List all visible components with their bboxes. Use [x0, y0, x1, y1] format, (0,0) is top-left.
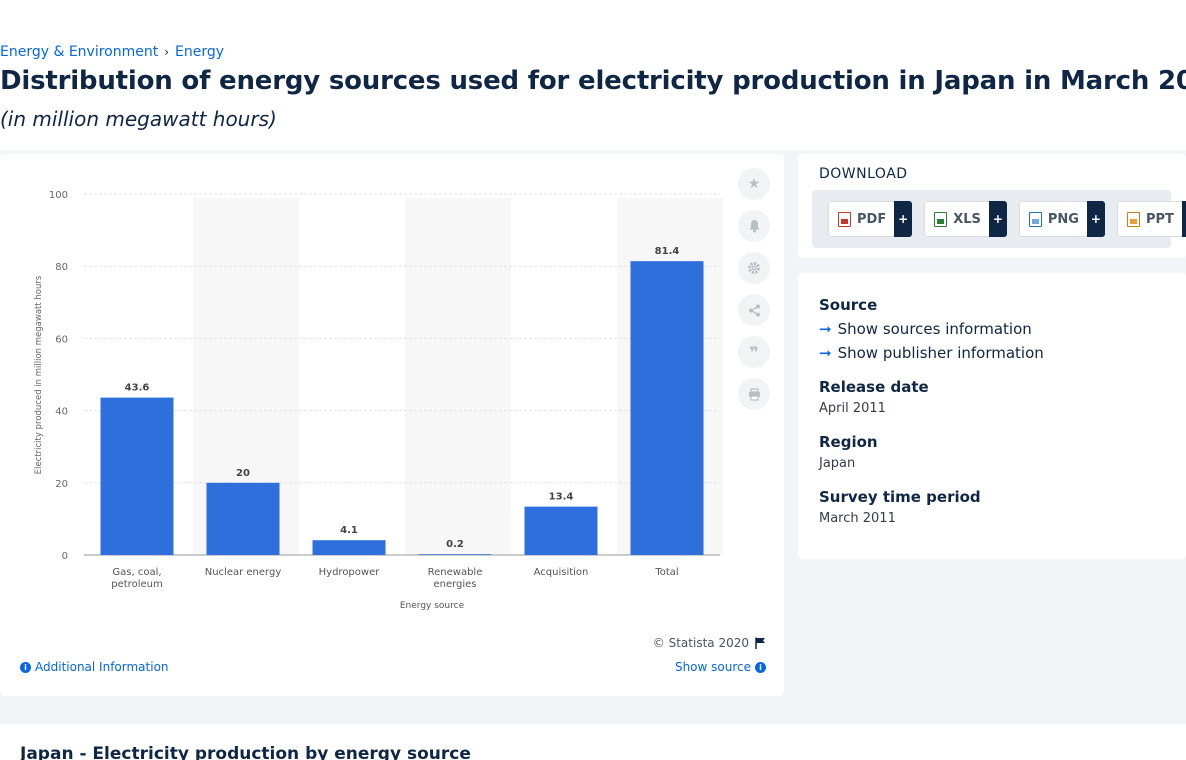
breadcrumb: Energy & Environment › Energy	[0, 44, 224, 60]
png-file-icon	[1028, 211, 1042, 227]
gear-icon[interactable]	[738, 252, 770, 284]
related-statistic-title[interactable]: Japan - Electricity production by energy…	[20, 744, 471, 760]
y-axis-title: Electricity produced in million megawatt…	[34, 275, 44, 474]
x-tick-label: energies	[433, 579, 476, 590]
download-ppt-label: PPT	[1145, 211, 1174, 227]
x-tick-label: Hydropower	[319, 567, 381, 578]
show-publisher-link[interactable]: ➞ Show publisher information	[819, 344, 1044, 362]
chart-tools: ★ ❞	[738, 168, 772, 420]
additional-information-label: Additional Information	[35, 660, 169, 674]
x-tick-label: Acquisition	[534, 567, 589, 578]
related-statistic-card: Japan - Electricity production by energy…	[0, 724, 1186, 760]
source-card: Source ➞ Show sources information ➞ Show…	[798, 273, 1186, 559]
quote-icon[interactable]: ❞	[738, 336, 770, 368]
flag-icon[interactable]	[755, 637, 766, 649]
survey-period-heading: Survey time period	[819, 488, 981, 506]
bar	[100, 397, 174, 555]
page-header	[0, 40, 1186, 150]
y-tick-label: 100	[49, 190, 68, 201]
x-tick-label: Gas, coal,	[112, 567, 161, 578]
show-source-link[interactable]: Show source i	[675, 660, 766, 674]
download-xls-label: XLS	[953, 211, 981, 227]
page-subtitle: (in million megawatt hours)	[0, 107, 277, 131]
y-tick-label: 0	[62, 551, 68, 562]
info-icon: i	[20, 661, 31, 673]
y-tick-label: 40	[55, 407, 68, 418]
bar-chart: 0 20 40 60 80 100 43.6 Gas, coal,petroleum 20 Nuc…	[34, 190, 723, 611]
star-icon[interactable]: ★	[738, 168, 770, 200]
x-tick-label: Renewable	[428, 567, 483, 578]
top-bar	[0, 0, 1186, 40]
category-band	[405, 198, 511, 555]
release-date-heading: Release date	[819, 378, 929, 396]
plus-icon: +	[988, 201, 1007, 237]
breadcrumb-separator-icon: ›	[164, 45, 170, 59]
download-png-label: PNG	[1047, 211, 1079, 227]
download-ppt-button[interactable]: PPT +	[1116, 201, 1186, 237]
bar	[206, 482, 280, 555]
release-date-value: April 2011	[819, 401, 886, 416]
breadcrumb-energy-environment[interactable]: Energy & Environment	[0, 44, 159, 60]
xls-file-icon	[934, 211, 948, 227]
data-label: 43.6	[125, 383, 150, 394]
source-heading: Source	[819, 296, 878, 314]
plus-icon: +	[894, 201, 913, 237]
plus-icon: +	[1086, 201, 1105, 237]
breadcrumb-energy[interactable]: Energy	[175, 44, 225, 60]
pdf-file-icon	[838, 211, 851, 227]
y-tick-label: 80	[55, 262, 68, 273]
arrow-right-icon: ➞	[819, 320, 832, 338]
chart-card: 0 20 40 60 80 100 43.6 Gas, coal, petroleum 20 Nuc…	[0, 154, 784, 696]
download-pdf-label: PDF	[857, 211, 887, 227]
page-title: Distribution of energy sources used for …	[0, 66, 1186, 96]
data-label: 0.2	[446, 539, 464, 550]
download-png-button[interactable]: PNG +	[1018, 201, 1105, 237]
y-tick-label: 60	[55, 334, 68, 345]
copyright-text: © Statista 2020	[652, 636, 749, 650]
y-tick-label: 20	[55, 479, 68, 490]
data-label: 4.1	[340, 525, 358, 536]
bar	[630, 261, 704, 555]
print-icon[interactable]	[738, 378, 770, 410]
chart-copyright: © Statista 2020	[653, 636, 766, 650]
x-tick-label: petroleum	[111, 579, 162, 590]
show-sources-link[interactable]: ➞ Show sources information	[819, 320, 1032, 338]
info-icon: i	[755, 661, 766, 673]
download-xls-button[interactable]: XLS +	[924, 201, 1007, 237]
bar	[312, 540, 386, 555]
plus-icon: +	[1181, 201, 1186, 237]
data-label: 81.4	[655, 246, 680, 257]
download-card: DOWNLOAD PDF + XLS + PNG + PPT +	[798, 154, 1186, 258]
download-pdf-button[interactable]: PDF +	[828, 201, 913, 237]
additional-information-link[interactable]: i Additional Information	[20, 660, 169, 674]
data-label: 20	[236, 468, 250, 479]
region-heading: Region	[819, 433, 878, 451]
bell-icon[interactable]	[738, 210, 770, 242]
bar	[418, 554, 492, 555]
region-value: Japan	[819, 456, 856, 471]
show-source-label: Show source	[674, 660, 751, 674]
x-axis-title: Energy source	[400, 601, 465, 611]
x-tick-label: Nuclear energy	[205, 567, 282, 578]
bar	[524, 506, 598, 555]
share-icon[interactable]	[738, 294, 770, 326]
show-sources-label: Show sources information	[837, 320, 1032, 338]
ppt-file-icon	[1126, 211, 1140, 227]
arrow-right-icon: ➞	[819, 344, 832, 362]
download-buttons: PDF + XLS + PNG + PPT +	[812, 190, 1186, 248]
data-label: 13.4	[549, 492, 574, 503]
x-tick-label: Total	[654, 567, 678, 578]
download-title: DOWNLOAD	[819, 166, 908, 182]
show-publisher-label: Show publisher information	[837, 344, 1044, 362]
survey-period-value: March 2011	[819, 511, 896, 526]
